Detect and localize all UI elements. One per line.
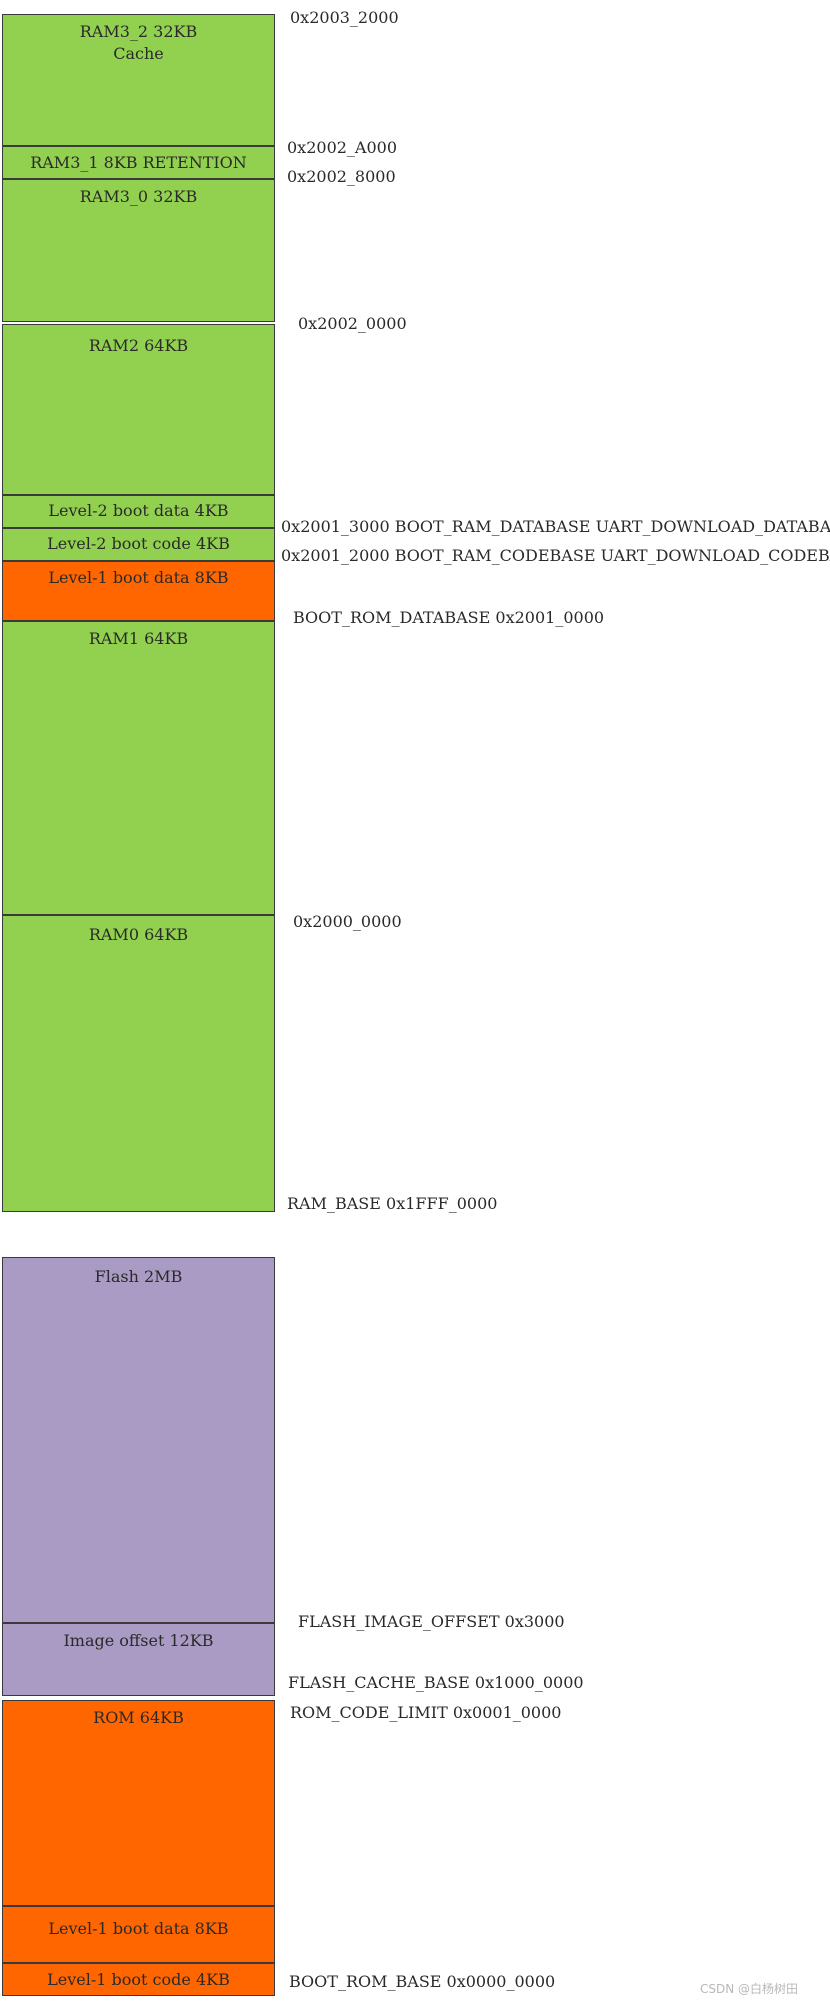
image-offset-label: Image offset 12KB (63, 1631, 214, 1650)
addr-2001-2000: 0x2001_2000 BOOT_RAM_CODEBASE UART_DOWNL… (281, 546, 830, 565)
ram1-label: RAM1 64KB (88, 629, 189, 648)
addr-ram-base: RAM_BASE 0x1FFF_0000 (287, 1194, 498, 1213)
addr-boot-rom-database: BOOT_ROM_DATABASE 0x2001_0000 (293, 608, 605, 627)
ram3-2-sublabel: Cache (113, 44, 164, 63)
ram1-block: RAM1 64KB (2, 621, 275, 915)
ram3-2-block: RAM3_2 32KB Cache (2, 14, 275, 146)
level1-boot-data-ram-label: Level-1 boot data 8KB (48, 568, 229, 587)
flash-label: Flash 2MB (94, 1267, 183, 1286)
ram3-1-block: RAM3_1 8KB RETENTION (2, 146, 275, 179)
level1-boot-data-ram-block: Level-1 boot data 8KB (2, 561, 275, 621)
image-offset-block: Image offset 12KB (2, 1623, 275, 1696)
addr-2000-0000: 0x2000_0000 (293, 912, 402, 931)
ram3-0-block: RAM3_0 32KB (2, 179, 275, 322)
level2-boot-code-block: Level-2 boot code 4KB (2, 528, 275, 561)
addr-2001-3000: 0x2001_3000 BOOT_RAM_DATABASE UART_DOWNL… (281, 517, 830, 536)
level1-boot-data-rom-block: Level-1 boot data 8KB (2, 1906, 275, 1963)
ram3-0-label: RAM3_0 32KB (79, 187, 198, 206)
level1-boot-code-rom-label: Level-1 boot code 4KB (47, 1970, 230, 1989)
ram0-label: RAM0 64KB (88, 925, 189, 944)
addr-rom-code-limit: ROM_CODE_LIMIT 0x0001_0000 (290, 1703, 562, 1722)
addr-2003-2000: 0x2003_2000 (290, 8, 399, 27)
ram2-block: RAM2 64KB (2, 324, 275, 495)
addr-2002-8000: 0x2002_8000 (287, 167, 396, 186)
level1-boot-code-rom-block: Level-1 boot code 4KB (2, 1963, 275, 1996)
addr-flash-image-offset: FLASH_IMAGE_OFFSET 0x3000 (298, 1612, 565, 1631)
level1-boot-data-rom-label: Level-1 boot data 8KB (48, 1919, 229, 1938)
addr-2002-0000: 0x2002_0000 (298, 314, 407, 333)
ram2-label: RAM2 64KB (88, 336, 189, 355)
addr-flash-cache-base: FLASH_CACHE_BASE 0x1000_0000 (288, 1673, 584, 1692)
ram0-block: RAM0 64KB (2, 915, 275, 1212)
rom-block: ROM 64KB (2, 1700, 275, 1906)
addr-boot-rom-base: BOOT_ROM_BASE 0x0000_0000 (289, 1972, 556, 1991)
ram3-1-label: RAM3_1 8KB RETENTION (30, 153, 247, 172)
level2-boot-data-block: Level-2 boot data 4KB (2, 495, 275, 528)
level2-boot-code-label: Level-2 boot code 4KB (47, 534, 230, 553)
rom-label: ROM 64KB (93, 1708, 184, 1727)
watermark: CSDN @白杨树田 (700, 1982, 799, 1996)
flash-block: Flash 2MB (2, 1257, 275, 1623)
level2-boot-data-label: Level-2 boot data 4KB (48, 501, 229, 520)
ram3-2-label: RAM3_2 32KB (79, 22, 198, 41)
addr-2002-a000: 0x2002_A000 (287, 138, 398, 157)
